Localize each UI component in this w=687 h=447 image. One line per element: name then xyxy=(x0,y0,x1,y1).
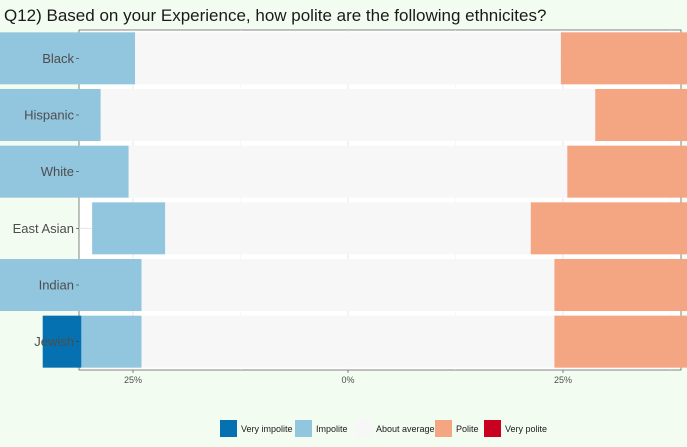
bar-jewish-impolite xyxy=(81,315,142,368)
bar-east-asian-impolite xyxy=(92,202,166,255)
bar-black-impolite xyxy=(0,32,136,85)
legend-swatch-polite xyxy=(435,420,452,437)
category-label: Hispanic xyxy=(24,108,74,123)
legend-label: Polite xyxy=(456,424,479,434)
bar-indian-impolite xyxy=(0,259,142,311)
legend-swatch-about-average xyxy=(355,420,372,437)
x-axis-ticks: 50%25%0%25%50%75% xyxy=(124,370,572,385)
x-tick-label: 0% xyxy=(341,375,354,385)
legend-label: Very impolite xyxy=(241,424,293,434)
category-label: Black xyxy=(42,51,74,66)
bar-white-impolite xyxy=(0,145,129,198)
category-label: Jewish xyxy=(34,334,74,349)
bar-indian-about-average xyxy=(141,259,555,311)
bar-hispanic-impolite xyxy=(0,89,101,141)
category-label: East Asian xyxy=(13,221,74,236)
bar-white-polite xyxy=(567,145,687,198)
bar-hispanic-polite xyxy=(595,89,687,141)
bars xyxy=(0,32,687,368)
plot-panel xyxy=(78,29,682,371)
legend-label: Impolite xyxy=(316,424,348,434)
bar-jewish-about-average xyxy=(141,315,555,368)
bar-east-asian-polite xyxy=(530,202,687,255)
legend: Very impolite Impolite About average Polite… xyxy=(220,420,547,437)
category-label: White xyxy=(41,164,74,179)
x-tick-label: 25% xyxy=(124,375,142,385)
bar-white-about-average xyxy=(128,145,568,198)
legend-label: About average xyxy=(376,424,435,434)
chart-title: Q12) Based on your Experience, how polit… xyxy=(4,6,546,25)
legend-swatch-impolite xyxy=(295,420,312,437)
legend-swatch-very-polite xyxy=(484,420,501,437)
legend-label: Very polite xyxy=(505,424,547,434)
category-labels: Black Hispanic White East Asian Indian Jewish xyxy=(13,51,79,349)
bar-black-about-average xyxy=(135,32,561,85)
bar-indian-polite xyxy=(554,259,687,311)
bar-jewish-polite xyxy=(554,315,687,368)
bar-east-asian-about-average xyxy=(165,202,531,255)
x-tick-label: 25% xyxy=(554,375,572,385)
category-label: Indian xyxy=(39,278,74,293)
bar-jewish-very-impolite xyxy=(42,315,82,368)
bar-hispanic-about-average xyxy=(100,89,596,141)
legend-swatch-very-impolite xyxy=(220,420,237,437)
bar-black-polite xyxy=(560,32,687,85)
